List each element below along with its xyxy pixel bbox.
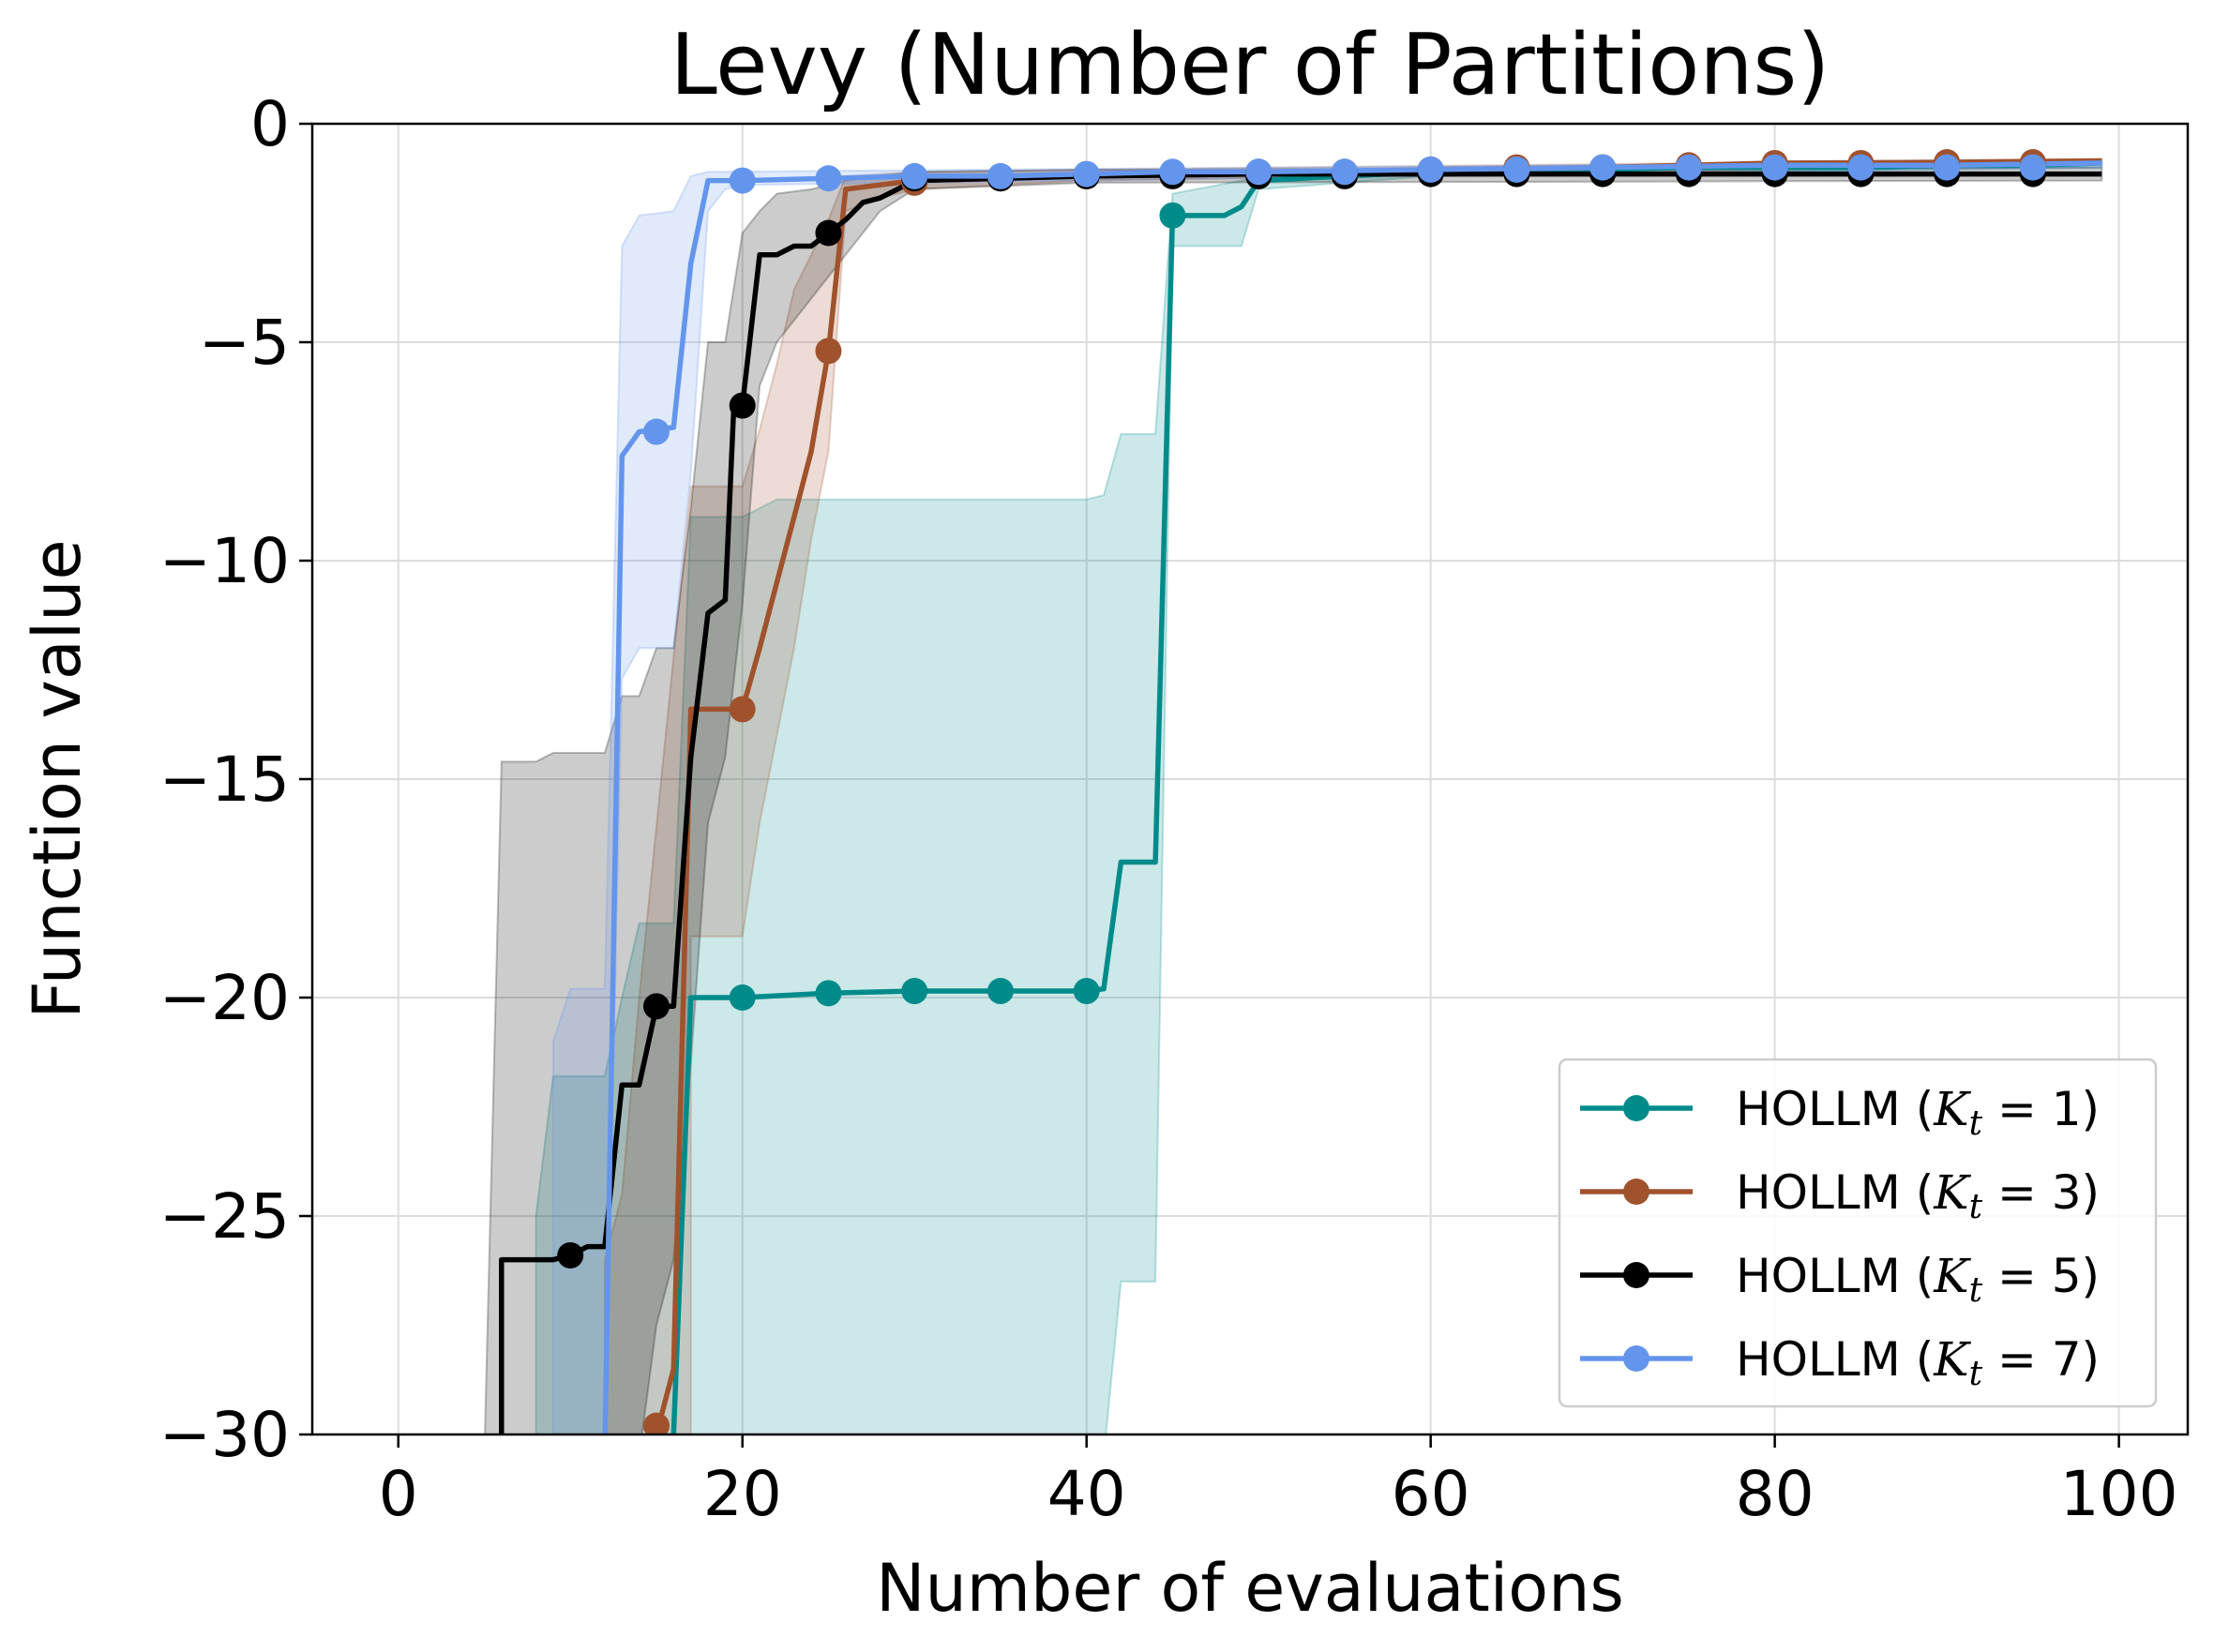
legend-label: HOLLM (Kt = 5) [1736, 1249, 2100, 1310]
marker-series-2 [815, 338, 842, 365]
marker-series-4 [729, 167, 756, 194]
x-tick-label: 20 [703, 1458, 782, 1530]
legend-label: HOLLM (Kt = 1) [1736, 1082, 2100, 1143]
legend-swatch-marker [1623, 1345, 1649, 1372]
marker-series-1 [1159, 202, 1186, 229]
x-axis-title: Number of evaluations [876, 1550, 1624, 1627]
marker-series-3 [815, 219, 842, 247]
series-markers [557, 149, 2046, 1434]
y-tick-label: −30 [159, 1399, 290, 1471]
grid [312, 123, 2188, 1435]
marker-series-4 [1934, 154, 1961, 181]
marker-series-4 [1503, 156, 1530, 183]
marker-series-3 [642, 993, 670, 1020]
marker-series-4 [1675, 154, 1702, 181]
x-tick-label: 80 [1736, 1458, 1815, 1530]
marker-series-2 [729, 696, 756, 723]
x-tick-label: 100 [2060, 1458, 2178, 1530]
legend-entry: HOLLM (Kt = 3) [1580, 1165, 2100, 1226]
marker-series-4 [642, 418, 670, 445]
marker-series-3 [557, 1241, 584, 1269]
y-tick-label: −15 [159, 743, 290, 816]
marker-series-4 [901, 162, 928, 189]
marker-series-2 [642, 1412, 670, 1434]
x-tick-label: 60 [1392, 1458, 1470, 1530]
x-tick-label: 0 [379, 1458, 418, 1530]
marker-series-4 [1331, 158, 1358, 186]
legend-label: HOLLM (Kt = 3) [1736, 1165, 2100, 1226]
marker-series-1 [987, 978, 1014, 1005]
marker-series-4 [1159, 158, 1186, 186]
y-tick-label: −10 [159, 525, 290, 597]
marker-series-4 [1417, 156, 1444, 183]
y-tick-label: −20 [159, 962, 290, 1034]
legend-box [1558, 1058, 2158, 1408]
legend-entry: HOLLM (Kt = 5) [1580, 1249, 2100, 1310]
marker-series-1 [901, 978, 928, 1005]
marker-series-4 [1245, 158, 1273, 186]
y-tick-label: 0 [250, 88, 290, 160]
x-tick-label: 40 [1047, 1458, 1126, 1530]
legend-swatch-marker [1623, 1179, 1649, 1205]
legend-entry: HOLLM (Kt = 7) [1580, 1332, 2100, 1393]
marker-series-4 [2019, 154, 2046, 181]
y-tick-label: −25 [159, 1180, 290, 1253]
marker-series-1 [815, 980, 842, 1007]
line-series-4 [602, 160, 2102, 1434]
band-series-1 [535, 161, 2103, 1434]
marker-series-3 [729, 392, 756, 419]
marker-series-4 [1073, 160, 1100, 188]
marker-series-4 [987, 162, 1014, 189]
y-axis-title: Function value [19, 539, 96, 1018]
legend-entry: HOLLM (Kt = 1) [1580, 1082, 2100, 1143]
marker-series-1 [1073, 978, 1100, 1005]
legend-swatch-marker [1623, 1095, 1649, 1121]
legend-label: HOLLM (Kt = 7) [1736, 1332, 2100, 1393]
chart-title: Levy (Number of Partitions) [670, 16, 1830, 114]
legend: HOLLM (Kt = 1) HOLLM (Kt = 3) HOLLM (Kt = … [1558, 1058, 2158, 1408]
marker-series-1 [729, 984, 756, 1011]
legend-swatch-marker [1623, 1262, 1649, 1288]
axis-ticks: 0 20 40 60 80 100 0 −5 −10 −15 −20 −25 −30 [159, 88, 2178, 1530]
marker-series-4 [1847, 154, 1875, 181]
marker-series-4 [1589, 154, 1617, 181]
y-tick-label: −5 [199, 307, 290, 379]
marker-series-4 [815, 165, 842, 192]
marker-series-4 [1761, 154, 1788, 181]
